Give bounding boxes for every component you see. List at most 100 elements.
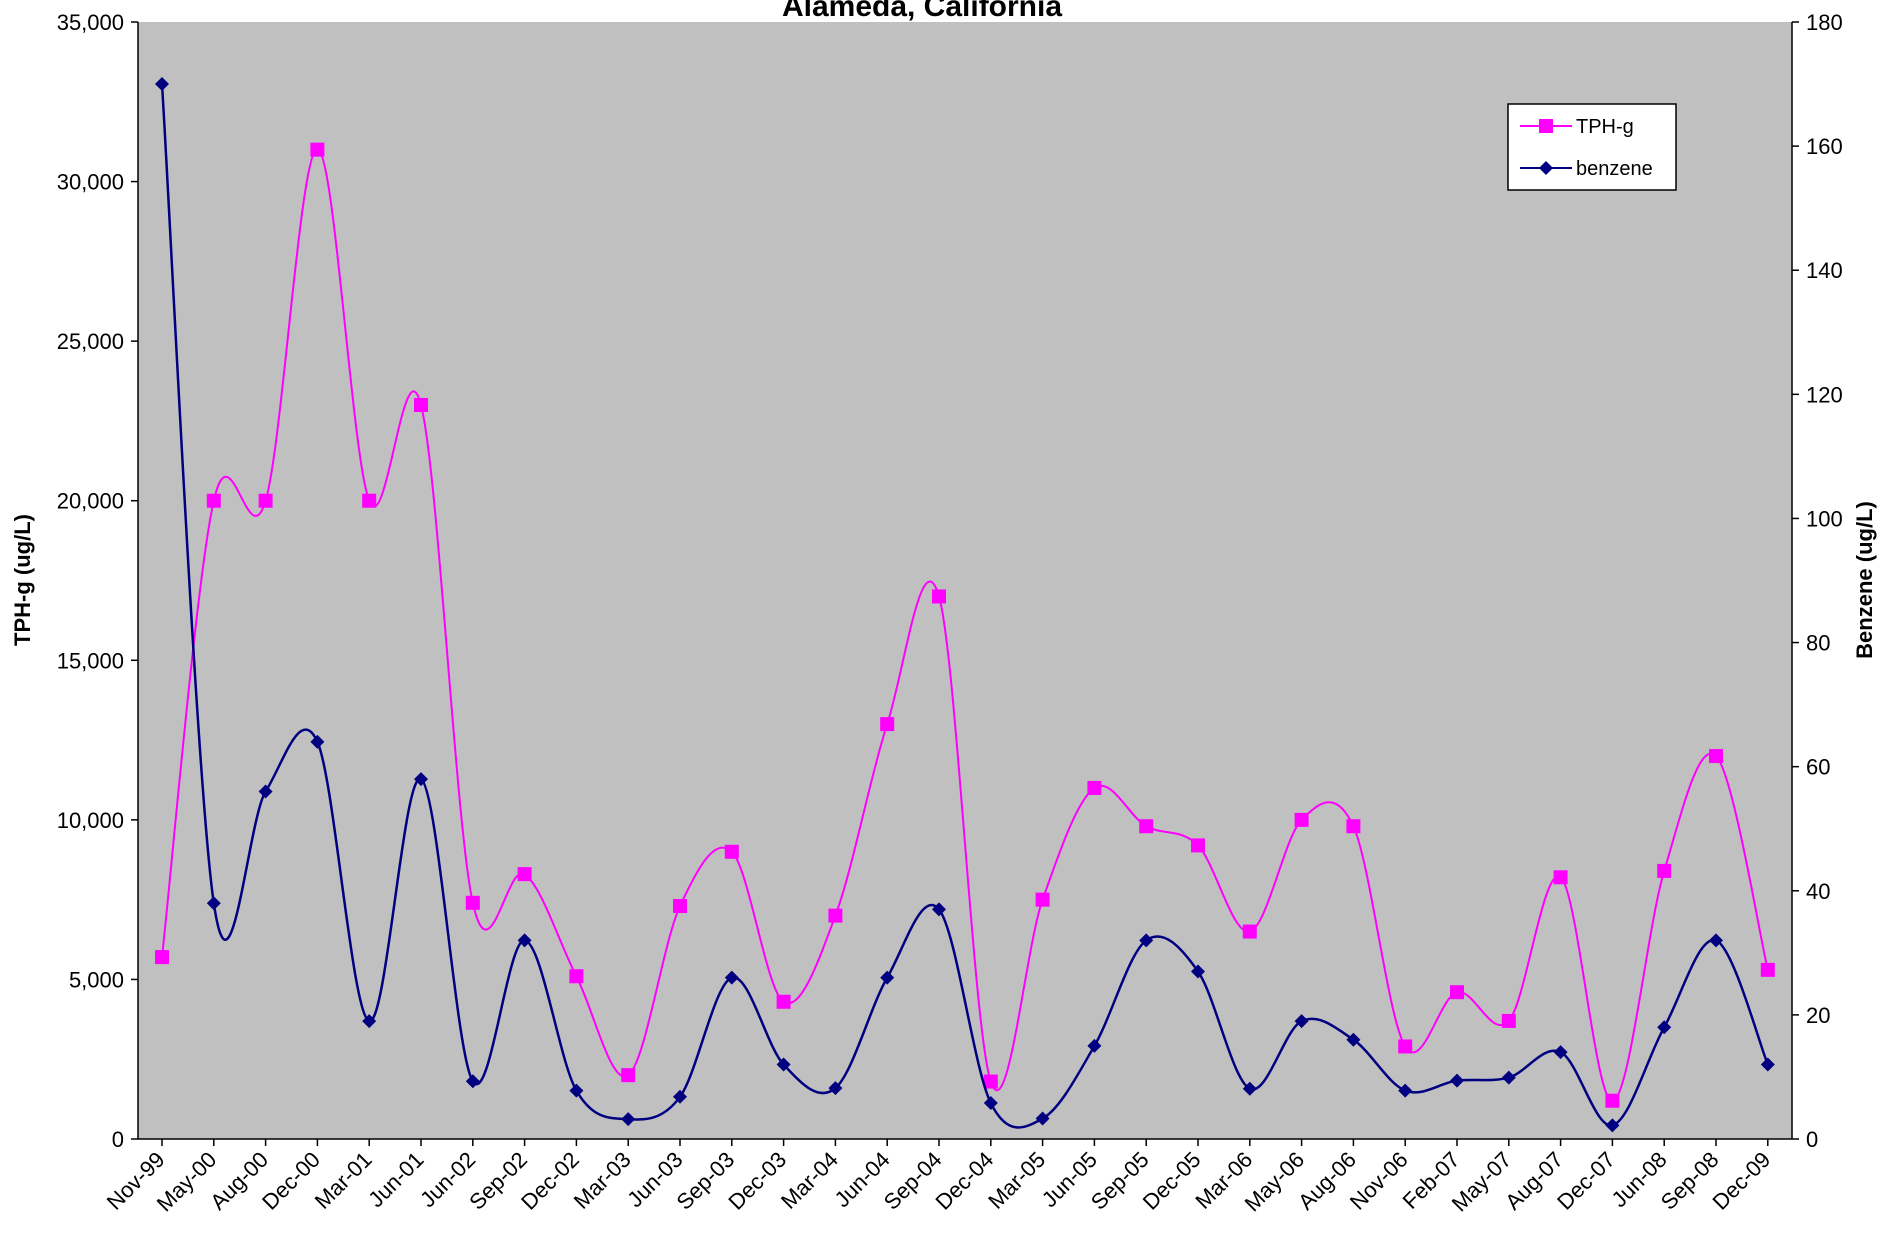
x-tick-label: Sep-08 [1656,1147,1724,1215]
data-point-tph-g [673,899,687,914]
y-tick-label: 25,000 [57,329,124,354]
y2-axis-title: Benzene (ug/L) [1852,501,1877,659]
data-point-tph-g [1760,962,1775,977]
data-point-benzene [1605,1118,1620,1133]
data-point-tph-g [1191,838,1205,853]
legend-label-tph-g: TPH-g [1576,116,1634,138]
data-point-benzene [1087,1038,1102,1053]
data-point-tph-g [1553,870,1568,885]
data-point-tph-g [414,397,428,412]
data-point-tph-g [1501,1013,1516,1028]
data-point-benzene [1294,1014,1309,1029]
x-tick-label: Dec-09 [1708,1147,1776,1215]
data-point-benzene [1657,1020,1672,1035]
data-point-benzene [465,1074,480,1089]
data-point-tph-g [828,908,843,923]
x-tick-label: Aug-00 [205,1147,273,1215]
data-point-tph-g [258,493,273,508]
y-tick-label: 0 [112,1127,124,1152]
data-point-benzene [983,1096,998,1111]
data-point-tph-g [724,844,739,859]
x-tick-label: Sep-05 [1086,1147,1154,1215]
data-point-benzene [517,933,532,948]
y-tick-label: 10,000 [57,808,124,833]
data-point-tph-g [1346,819,1361,834]
data-point-tph-g [1294,812,1309,827]
x-tick-label: Mar-01 [310,1147,377,1214]
data-point-tph-g [569,969,584,984]
x-tick-label: Mar-03 [569,1147,636,1214]
data-point-tph-g [206,493,221,508]
data-point-tph-g [1605,1093,1620,1108]
data-point-benzene [828,1081,843,1096]
data-point-tph-g [465,895,480,910]
y2-tick-label: 100 [1806,506,1843,531]
data-point-benzene [414,772,428,787]
data-point-tph-g [1087,780,1102,795]
x-tick-label: Jun-01 [363,1147,428,1212]
y-tick-label: 15,000 [57,648,124,673]
data-point-benzene [1760,1057,1775,1072]
y2-tick-label: 180 [1806,10,1843,35]
data-point-benzene [724,970,739,985]
data-point-benzene [1398,1083,1413,1098]
data-point-benzene [1242,1081,1257,1096]
data-point-benzene [1709,933,1723,948]
x-tick-label: Dec-04 [931,1147,999,1215]
x-tick-label: Aug-06 [1293,1147,1361,1215]
x-tick-label: Dec-05 [1138,1147,1206,1215]
data-point-benzene [310,734,325,749]
y-tick-label: 35,000 [57,10,124,35]
y-tick-label: 20,000 [57,489,124,514]
x-tick-label: Dec-00 [257,1147,325,1215]
data-point-benzene [1553,1045,1568,1060]
data-point-benzene [673,1089,687,1104]
y-axis-title: TPH-g (ug/L) [10,514,35,646]
series-layer [155,77,1775,1133]
y2-tick-label: 160 [1806,134,1843,159]
data-point-tph-g [983,1074,998,1089]
legend-label-benzene: benzene [1576,158,1653,180]
data-point-tph-g [621,1068,636,1083]
data-point-benzene [1191,964,1205,979]
data-point-benzene [1139,933,1154,948]
data-point-benzene [362,1014,377,1029]
data-point-tph-g [1139,819,1154,834]
y2-tick-label: 140 [1806,258,1843,283]
data-point-benzene [1450,1073,1464,1088]
y-tick-label: 5,000 [69,967,124,992]
x-tick-label: Dec-02 [516,1147,584,1215]
y2-tick-label: 120 [1806,382,1843,407]
data-point-benzene [776,1057,791,1072]
data-point-benzene [1035,1111,1050,1126]
legend-box [1507,103,1677,191]
data-point-tph-g [1450,985,1464,1000]
data-point-benzene [1501,1070,1516,1085]
y2-tick-label: 20 [1806,1003,1830,1028]
y2-tick-label: 60 [1806,755,1830,780]
legend-marker-benzene [1539,161,1553,175]
x-tick-label: Dec-07 [1552,1147,1620,1215]
legend-marker-tph-g [1539,119,1553,133]
data-point-tph-g [1035,892,1050,907]
data-point-tph-g [776,994,791,1009]
data-point-benzene [621,1112,636,1127]
chart-title: Alameda, California [782,0,1062,23]
data-point-benzene [155,77,169,92]
data-point-benzene [206,896,221,911]
x-tick-label: Aug-07 [1500,1147,1568,1215]
x-tick-label: Mar-05 [983,1147,1050,1214]
data-point-tph-g [517,867,532,882]
y2-tick-label: 0 [1806,1127,1818,1152]
data-point-tph-g [880,717,895,732]
x-tick-label: Sep-03 [671,1147,739,1215]
data-point-tph-g [1657,863,1672,878]
legend: TPH-g benzene [1507,103,1677,191]
plot-area [138,22,1792,1139]
data-point-benzene [880,970,895,985]
data-point-tph-g [1242,924,1257,939]
x-tick-label: Mar-04 [776,1147,843,1214]
y-tick-label: 30,000 [57,170,124,195]
data-point-tph-g [1709,749,1723,764]
